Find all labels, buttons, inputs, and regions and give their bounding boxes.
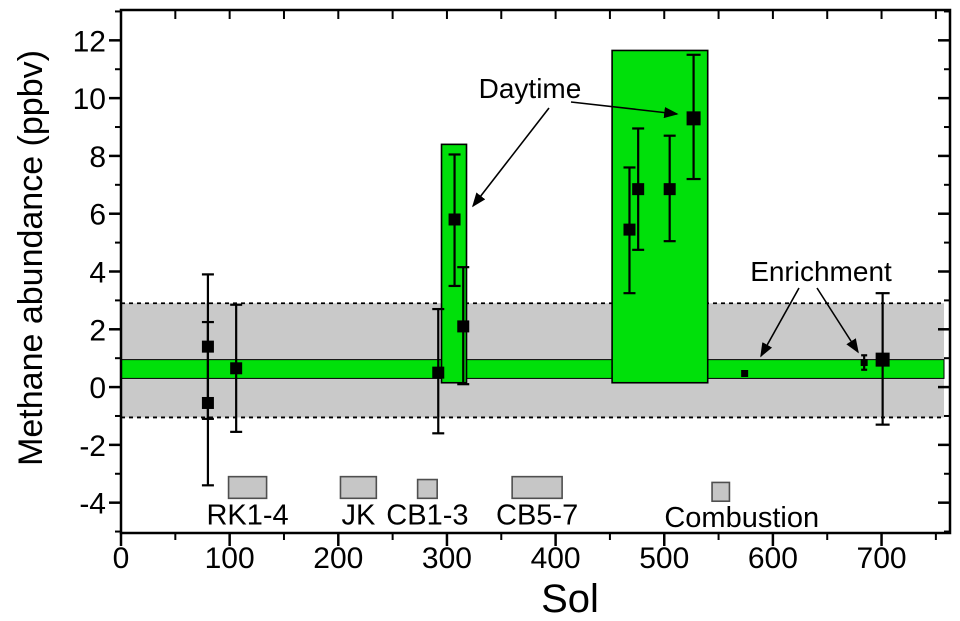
x-axis-tick-label: 700 [857, 542, 907, 575]
data-point-marker [457, 320, 470, 333]
daytime-annotation-label: Daytime [479, 73, 582, 104]
site-marker-rect [511, 475, 563, 500]
y-axis-tick-label: 12 [73, 25, 106, 58]
y-axis-tick-label: 2 [89, 314, 106, 347]
x-axis-tick-label: 600 [748, 542, 798, 575]
site-marker-label: Combustion [664, 502, 819, 534]
x-axis-tick-label: 500 [639, 542, 689, 575]
data-point-marker [686, 111, 701, 126]
annotation-arrow [472, 107, 550, 208]
methane-spike-bar [611, 49, 709, 384]
annotation-arrow [570, 101, 679, 119]
axis-tick-labels: 0 100 200 300 400 500 600 700 -4 -2 0 2 4 6 8 10 12 [73, 25, 907, 575]
site-marker-label: JK [341, 499, 376, 531]
data-point-marker [860, 359, 868, 367]
x-axis-tick-label: 0 [113, 542, 130, 575]
site-marker-rect [339, 475, 378, 500]
y-axis-tick-label: 8 [89, 141, 106, 174]
site-marker-label: CB5-7 [496, 499, 578, 531]
enrichment-annotation-label: Enrichment [750, 256, 892, 287]
mean-background-band [120, 359, 945, 379]
site-markers: RK1-4 JK CB1-3 CB5-7 Combustion [206, 475, 819, 534]
data-point-marker [741, 369, 749, 377]
data-point-marker [201, 340, 214, 353]
data-point-marker [448, 213, 461, 226]
y-axis-tick-label: -4 [79, 488, 106, 521]
y-axis-title: Methane abundance (ppbv) [12, 50, 50, 466]
data-point-marker [201, 396, 214, 409]
site-marker-label: CB1-3 [386, 499, 468, 531]
data-point-marker [230, 362, 243, 375]
data-point-marker [432, 366, 445, 379]
site-marker-rect [416, 478, 438, 500]
x-axis-tick-label: 400 [531, 542, 581, 575]
y-axis-tick-label: 0 [89, 372, 106, 405]
axis-ticks [109, 10, 950, 546]
data-point-marker [875, 352, 890, 367]
y-axis-tick-label: 4 [89, 257, 106, 290]
y-axis-tick-label: -2 [79, 430, 106, 463]
x-axis-title: Sol [541, 577, 599, 621]
site-marker-rect [227, 475, 268, 500]
site-marker-rect [711, 481, 731, 503]
annotation-arrow [760, 287, 800, 358]
x-axis-tick-label: 300 [422, 542, 472, 575]
data-point-marker [623, 223, 636, 236]
x-axis-tick-label: 100 [205, 542, 255, 575]
y-axis-tick-label: 10 [73, 83, 106, 116]
annotations [472, 101, 859, 358]
data-series [201, 53, 890, 487]
y-axis-tick-label: 6 [89, 199, 106, 232]
annotation-arrow [816, 287, 859, 354]
background-bands [120, 302, 945, 419]
site-marker-label: RK1-4 [206, 499, 288, 531]
data-point-marker [632, 183, 645, 196]
data-point-marker [663, 183, 676, 196]
x-axis-tick-label: 200 [313, 542, 363, 575]
